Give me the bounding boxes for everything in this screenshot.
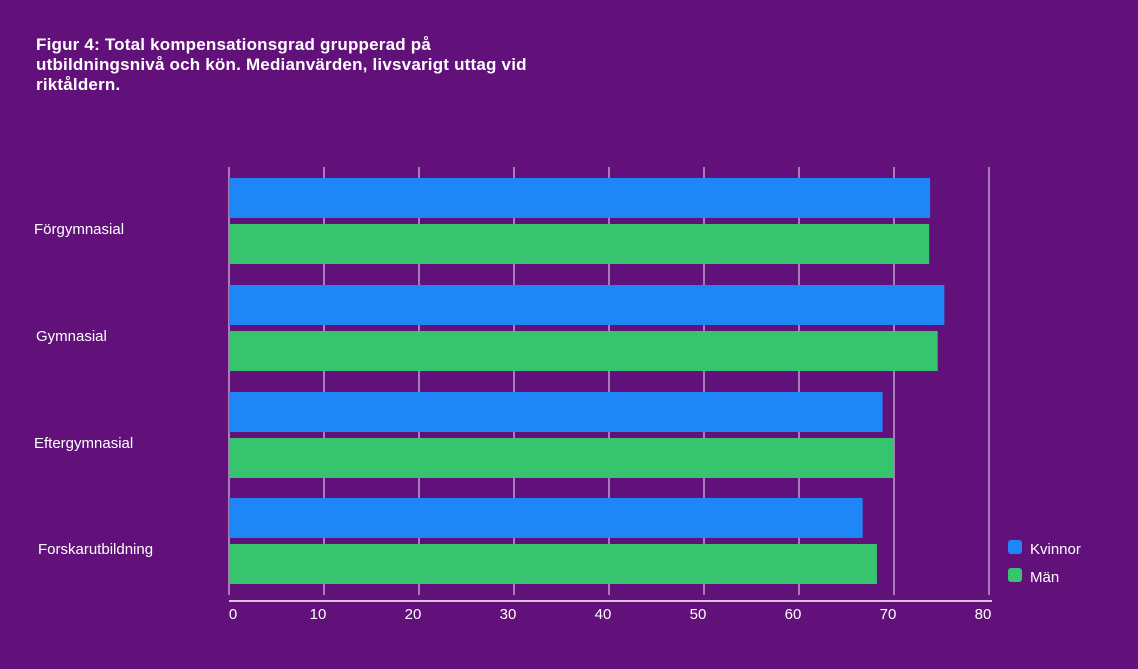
category-label: Förgymnasial [34, 221, 124, 238]
chart-title: Figur 4: Total kompensationsgrad grupper… [36, 35, 527, 94]
bar-kvinnor-eftergymnasial [229, 392, 883, 432]
x-tick-label: 70 [880, 606, 897, 623]
legend-label: Kvinnor [1030, 541, 1081, 558]
x-tick-label: 40 [595, 606, 612, 623]
bar-män-forskarutbildning [229, 544, 877, 584]
x-tick-label: 30 [500, 606, 517, 623]
legend-swatch-kvinnor [1008, 540, 1022, 554]
bar-män-förgymnasial [229, 224, 930, 264]
category-label: Eftergymnasial [34, 435, 133, 452]
x-tick-label: 60 [785, 606, 802, 623]
bar-män-eftergymnasial [229, 438, 894, 478]
bar-kvinnor-gymnasial [229, 285, 945, 325]
x-tick-label: 80 [975, 606, 992, 623]
x-tick-label: 10 [310, 606, 327, 623]
legend-label: Män [1030, 569, 1059, 586]
category-label: Forskarutbildning [38, 541, 153, 558]
bar-kvinnor-förgymnasial [229, 178, 931, 218]
bar-kvinnor-forskarutbildning [229, 498, 863, 538]
bar-män-gymnasial [229, 331, 938, 371]
x-tick-label: 0 [229, 606, 237, 623]
x-tick-label: 50 [690, 606, 707, 623]
legend-swatch-män [1008, 568, 1022, 582]
category-label: Gymnasial [36, 328, 107, 345]
x-tick-label: 20 [405, 606, 422, 623]
